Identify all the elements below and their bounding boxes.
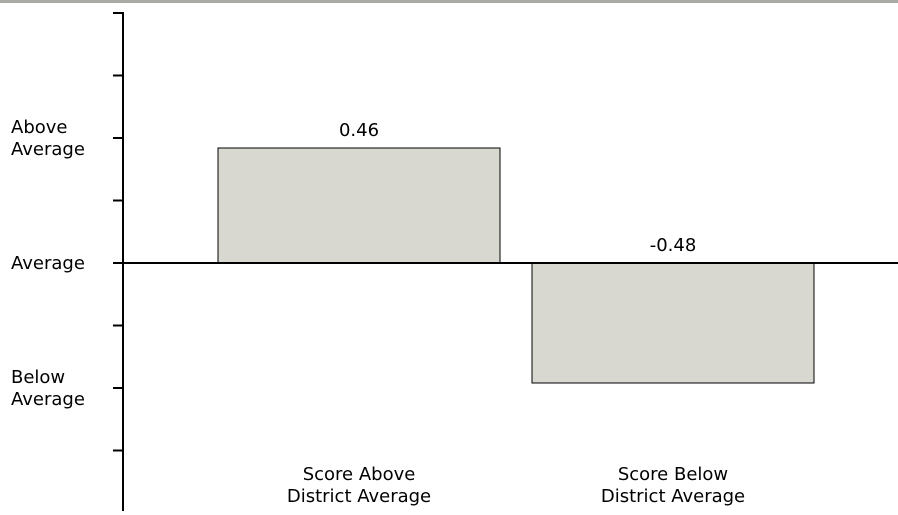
y-axis-label: Average (11, 253, 85, 274)
bar (532, 263, 814, 383)
y-axis-label: Below Average (11, 367, 85, 410)
category-label: Score Below District Average (601, 464, 745, 507)
y-axis (113, 12, 123, 511)
y-axis-label: Above Average (11, 117, 85, 160)
bars (218, 148, 814, 383)
bar (218, 148, 500, 263)
value-label: -0.48 (650, 235, 697, 256)
value-label: 0.46 (339, 120, 379, 141)
y-axis-labels: Above Average Average Below Average (11, 117, 85, 410)
category-labels: Score Above District Average Score Below Di… (287, 464, 745, 507)
category-label: Score Above District Average (287, 464, 431, 507)
